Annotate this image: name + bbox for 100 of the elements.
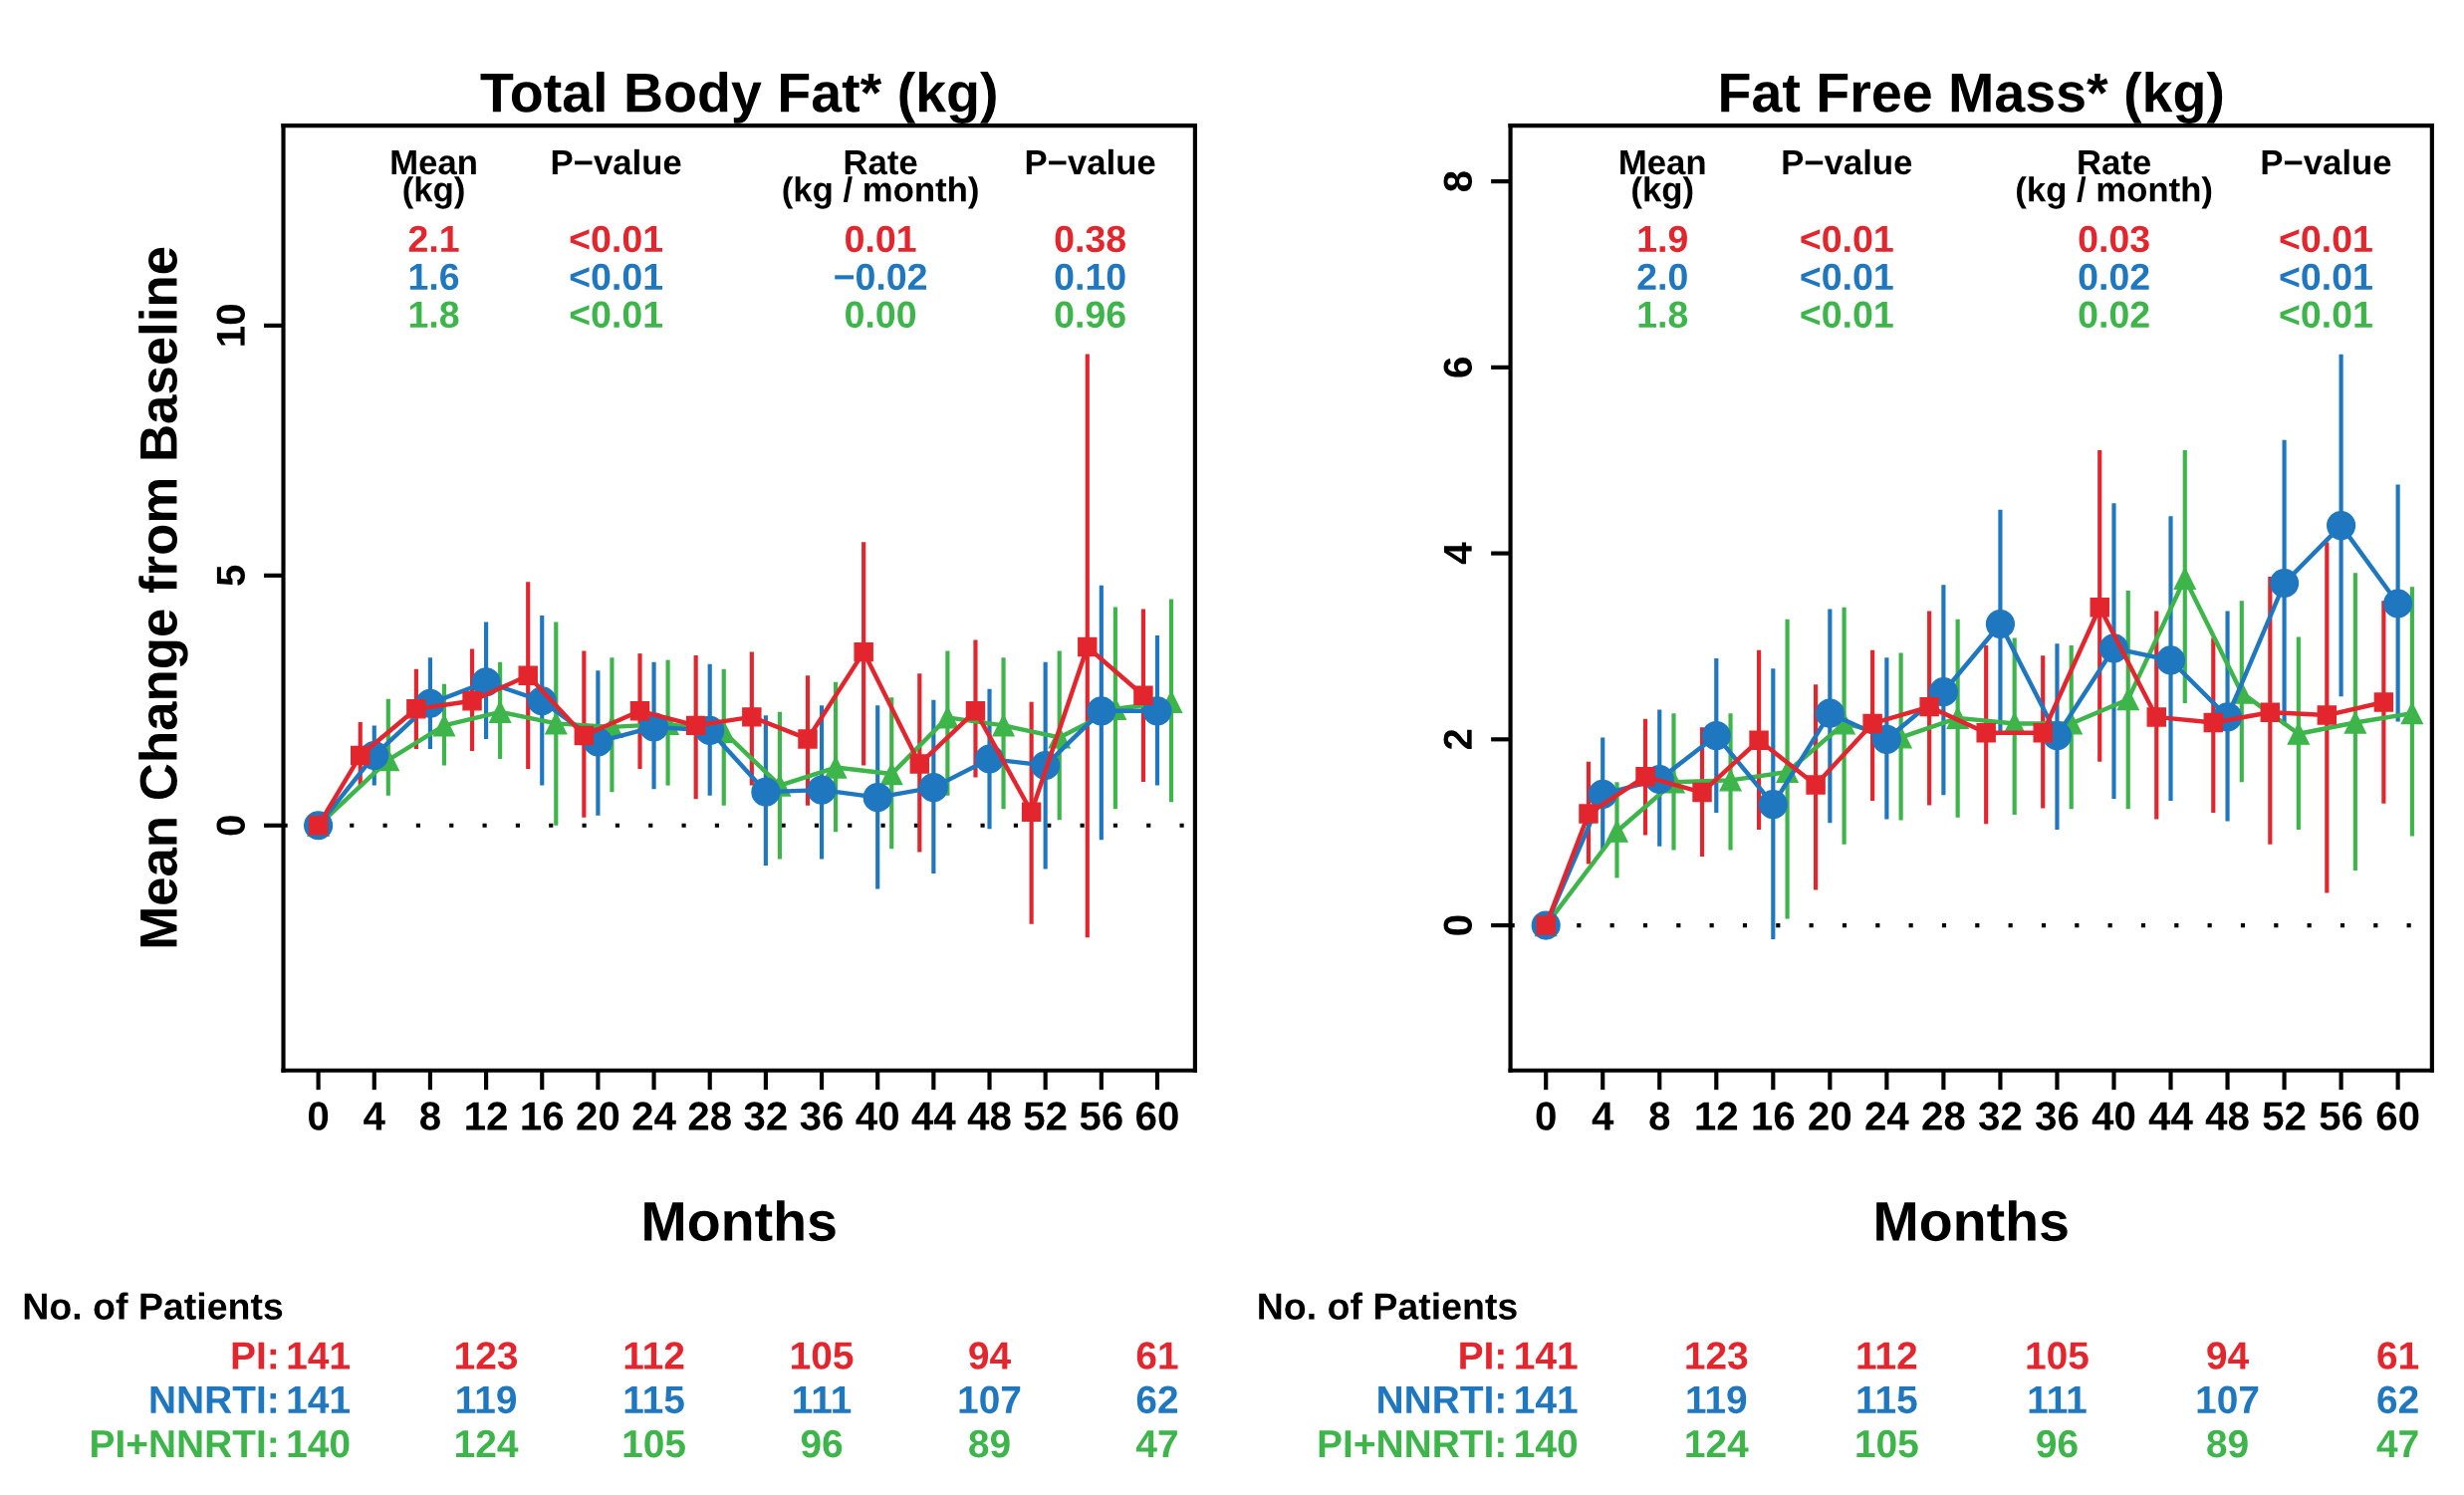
text: 112 [1857,1342,1917,1370]
annotation: Mean (kg) [1620,150,1705,209]
text: 107 [2197,1385,2259,1414]
x-tick-label: 24 [1865,1102,1909,1130]
point [518,665,538,685]
text: PI: [232,1342,276,1370]
point [918,773,948,803]
annotation: 1.9 [1638,225,1687,253]
point [909,754,930,774]
text: 94 [969,1342,1011,1370]
annotation: P−value [1026,148,1155,175]
point [1928,677,1958,707]
point [2173,567,2196,590]
point [351,745,370,766]
x-axis-title: Months [644,1200,836,1242]
point [1871,724,1901,754]
annotation: <0.01 [1801,301,1893,329]
y-tick-label: 8 [1443,171,1473,192]
text: 141 [1516,1342,1578,1370]
point [2260,702,2281,722]
annotation: Rate (kg / month) [783,150,978,209]
y-tick-label: 0 [216,816,245,836]
x-tick-label: 44 [911,1102,956,1130]
x-tick-label: 44 [2148,1102,2193,1130]
annotation: 0.03 [2079,225,2149,253]
point [1815,698,1845,728]
text: 96 [2037,1429,2078,1458]
x-tick-label: 52 [2263,1102,2306,1130]
annotation: −0.02 [835,263,927,291]
point [854,641,873,662]
annotation: 2.0 [1637,263,1687,291]
x-tick-label: 4 [364,1102,385,1130]
annotation: Mean (kg) [391,150,476,209]
annotation: 0.96 [1055,301,1125,329]
x-tick-label: 32 [1978,1102,2022,1130]
x-tick-label: 48 [2205,1102,2249,1130]
point [2287,722,2310,745]
annotation: <0.01 [2280,301,2372,329]
y-tick-label: 5 [216,565,245,586]
point [1692,782,1712,803]
point [2383,589,2413,619]
annotation: <0.01 [2280,225,2372,253]
point [807,775,837,805]
point [862,783,892,813]
point [965,701,986,721]
x-tick-label: 20 [577,1102,619,1130]
point [798,729,818,749]
annotation: P−value [552,148,681,175]
text: 94 [2207,1342,2249,1370]
text: 47 [1135,1430,1177,1458]
x-tick-label: 4 [1592,1102,1614,1130]
point [629,701,650,721]
point [2033,723,2053,743]
y-tick-label: 2 [1443,729,1472,750]
text: No. of Patients [24,1292,283,1320]
point [742,707,762,727]
text: 96 [801,1429,843,1458]
y-axis-title: Mean Change from Baseline [138,247,188,947]
x-tick-label: 16 [1753,1102,1795,1130]
point [1862,713,1882,734]
point [880,762,903,786]
point [2343,711,2366,734]
text: PI+NNRTI: [1319,1430,1504,1458]
annotation: 0.00 [846,301,916,329]
text: 107 [959,1385,1021,1414]
x-tick-label: 40 [856,1102,898,1130]
text: 115 [624,1385,684,1414]
text: 119 [1687,1385,1747,1414]
x-tick-label: 40 [2092,1102,2135,1130]
text: 140 [1516,1429,1578,1458]
x-tick-label: 36 [800,1102,843,1130]
point [751,777,781,807]
annotation: <0.01 [570,263,663,291]
point [1919,696,1939,717]
text: 141 [288,1385,350,1413]
text: 124 [456,1429,519,1458]
text: 105 [2027,1342,2089,1370]
text: 123 [1686,1342,1748,1370]
annotation: 0.38 [1055,225,1125,253]
text: 105 [623,1429,685,1458]
x-tick-label: 8 [1649,1102,1670,1130]
point [2373,692,2394,712]
point [2146,707,2166,727]
point [1806,775,1826,795]
x-tick-label: 16 [522,1102,564,1130]
x-tick-label: 0 [309,1102,329,1130]
x-tick-label: 20 [1809,1102,1851,1130]
point [2269,568,2300,599]
point [2400,702,2423,725]
text: 89 [2207,1429,2248,1458]
x-tick-label: 12 [1696,1102,1738,1130]
point [1579,804,1599,824]
text: 105 [792,1342,854,1370]
text: PI: [1460,1342,1504,1370]
text: 141 [288,1342,350,1370]
x-tick-label: 28 [688,1102,731,1130]
annotation: <0.01 [570,301,663,329]
text: 111 [2029,1385,2087,1413]
text: 111 [794,1385,852,1413]
chart-title: Total Body Fat* (kg) [480,71,996,124]
